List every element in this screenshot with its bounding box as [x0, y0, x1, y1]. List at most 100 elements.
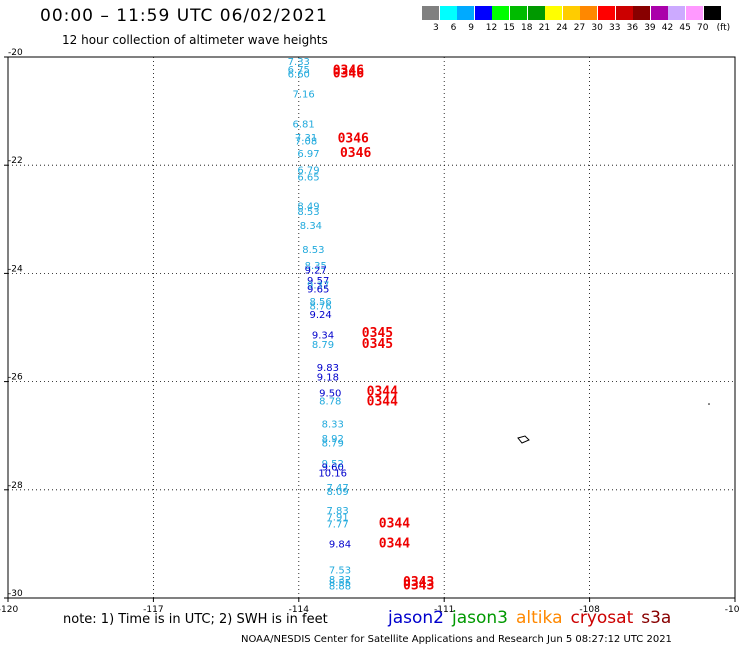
observation-time: 0345 — [362, 326, 393, 341]
wave-height-value: 6.60 — [288, 70, 310, 81]
wave-height-value: 6.75 — [288, 65, 310, 76]
observation-time: 0346 — [333, 63, 364, 78]
observation-time: 0346 — [340, 146, 371, 161]
wave-height-value: 7.47 — [326, 483, 348, 494]
wave-height-value: 9.50 — [319, 389, 341, 400]
wave-height-value: 8.53 — [297, 207, 319, 218]
island-outline — [517, 435, 530, 444]
wave-height-value: 10.16 — [318, 468, 347, 479]
wave-height-value: 8.53 — [302, 245, 324, 256]
wave-height-value: 6.81 — [293, 119, 315, 130]
legend-swatch — [545, 6, 563, 20]
wave-height-value: 9.60 — [322, 462, 344, 473]
legend-swatch — [510, 6, 527, 20]
wave-height-value: 8.79 — [312, 340, 334, 351]
legend-swatch — [615, 6, 633, 20]
wave-height-value: 8.35 — [305, 261, 327, 272]
wave-height-value: 7.33 — [288, 57, 310, 68]
legend-swatch — [580, 6, 598, 20]
map-title: 00:00 – 11:59 UTC 06/02/2021 — [40, 6, 328, 26]
y-tick-label: -20 — [8, 48, 23, 58]
observation-time: 0344 — [367, 385, 398, 400]
x-tick-label: -105 — [725, 605, 740, 615]
legend-swatch — [474, 6, 492, 20]
wave-height-value: 8.49 — [297, 202, 319, 213]
wave-height-value: 8.32 — [329, 575, 351, 586]
wave-height-value: 8.92 — [322, 434, 344, 445]
wave-height-value: 8.55 — [329, 578, 351, 589]
legend-label: 42 — [661, 23, 674, 33]
wave-height-value: 8.56 — [309, 297, 331, 308]
wave-height-value: 7.83 — [326, 506, 348, 517]
wave-height-value: 6.97 — [297, 149, 319, 160]
legend-swatch — [633, 6, 651, 20]
x-tick-label: -111 — [434, 605, 454, 615]
wave-height-value: 7.16 — [293, 90, 315, 101]
wave-height-value: 9.18 — [317, 373, 339, 384]
observation-time: 0346 — [333, 67, 364, 82]
legend-label: 27 — [573, 23, 586, 33]
observation-time: 0344 — [379, 517, 410, 532]
footer-credit: NOAA/NESDIS Center for Satellite Applica… — [241, 634, 672, 645]
observation-time: 0343 — [403, 578, 434, 593]
legend-label: 9 — [468, 23, 474, 33]
wave-height-value: 8.09 — [326, 487, 348, 498]
wave-height-value: 9.37 — [307, 281, 329, 292]
observation-time: 0344 — [367, 394, 398, 409]
legend-swatch — [668, 6, 686, 20]
satellite-name: s3a — [641, 608, 672, 628]
wave-height-value: 8.79 — [322, 439, 344, 450]
wave-height-value: 7.08 — [295, 137, 317, 148]
observation-time: 0343 — [403, 575, 434, 590]
wave-height-value: 9.57 — [307, 276, 329, 287]
wave-height-value: 8.33 — [322, 420, 344, 431]
legend-swatch — [457, 6, 475, 20]
legend-label: 15 — [503, 23, 515, 33]
wave-height-value: 8.78 — [319, 396, 341, 407]
legend-swatch — [492, 6, 510, 20]
wave-height-value: 8.76 — [309, 302, 331, 313]
wave-height-value: 8.88 — [329, 581, 351, 592]
satellite-legend: jason2 jason3 altika cryosat s3a — [388, 608, 679, 628]
wave-height-value: 9.24 — [309, 310, 331, 321]
legend-label: 3 — [433, 23, 439, 33]
observation-time: 0345 — [362, 337, 393, 352]
legend-label: 39 — [644, 23, 656, 33]
map-frame — [7, 56, 736, 599]
wave-height-value: 6.65 — [297, 172, 319, 183]
wave-height-value: 9.65 — [307, 284, 329, 295]
legend-swatch — [650, 6, 668, 20]
legend-label: 6 — [450, 23, 457, 33]
island-dot — [708, 403, 710, 405]
x-tick-label: -120 — [0, 605, 18, 615]
wave-height-value: 8.34 — [300, 221, 322, 232]
legend-swatch — [703, 6, 721, 20]
legend-swatch — [422, 6, 439, 20]
legend-label: 18 — [521, 23, 533, 33]
satellite-name: jason3 — [452, 608, 508, 628]
y-tick-label: -24 — [8, 264, 23, 274]
satellite-name: altika — [516, 608, 563, 628]
legend-label: 36 — [626, 23, 639, 33]
observation-time: 0344 — [379, 537, 410, 552]
y-tick-label: -26 — [8, 373, 23, 383]
legend-swatch — [686, 6, 703, 20]
wave-height-value: 9.52 — [322, 459, 344, 470]
legend-label: 70 — [697, 23, 709, 33]
legend-label: 21 — [538, 23, 551, 33]
satellite-name: cryosat — [570, 608, 634, 628]
wave-height-value: 9.83 — [317, 363, 339, 374]
legend-label: 24 — [556, 23, 568, 33]
observation-time: 0346 — [338, 131, 369, 146]
wave-height-value: 7.31 — [295, 133, 317, 144]
legend-label: 45 — [679, 23, 691, 33]
satellite-name: jason2 — [388, 608, 444, 628]
legend-label: 30 — [591, 23, 603, 33]
wave-height-value: 6.79 — [297, 165, 319, 176]
legend-swatch — [562, 6, 580, 20]
y-tick-label: -28 — [8, 481, 23, 491]
x-tick-label: -108 — [579, 605, 600, 615]
wave-height-value: 9.84 — [329, 540, 351, 551]
legend-label: (ft) — [716, 23, 731, 33]
